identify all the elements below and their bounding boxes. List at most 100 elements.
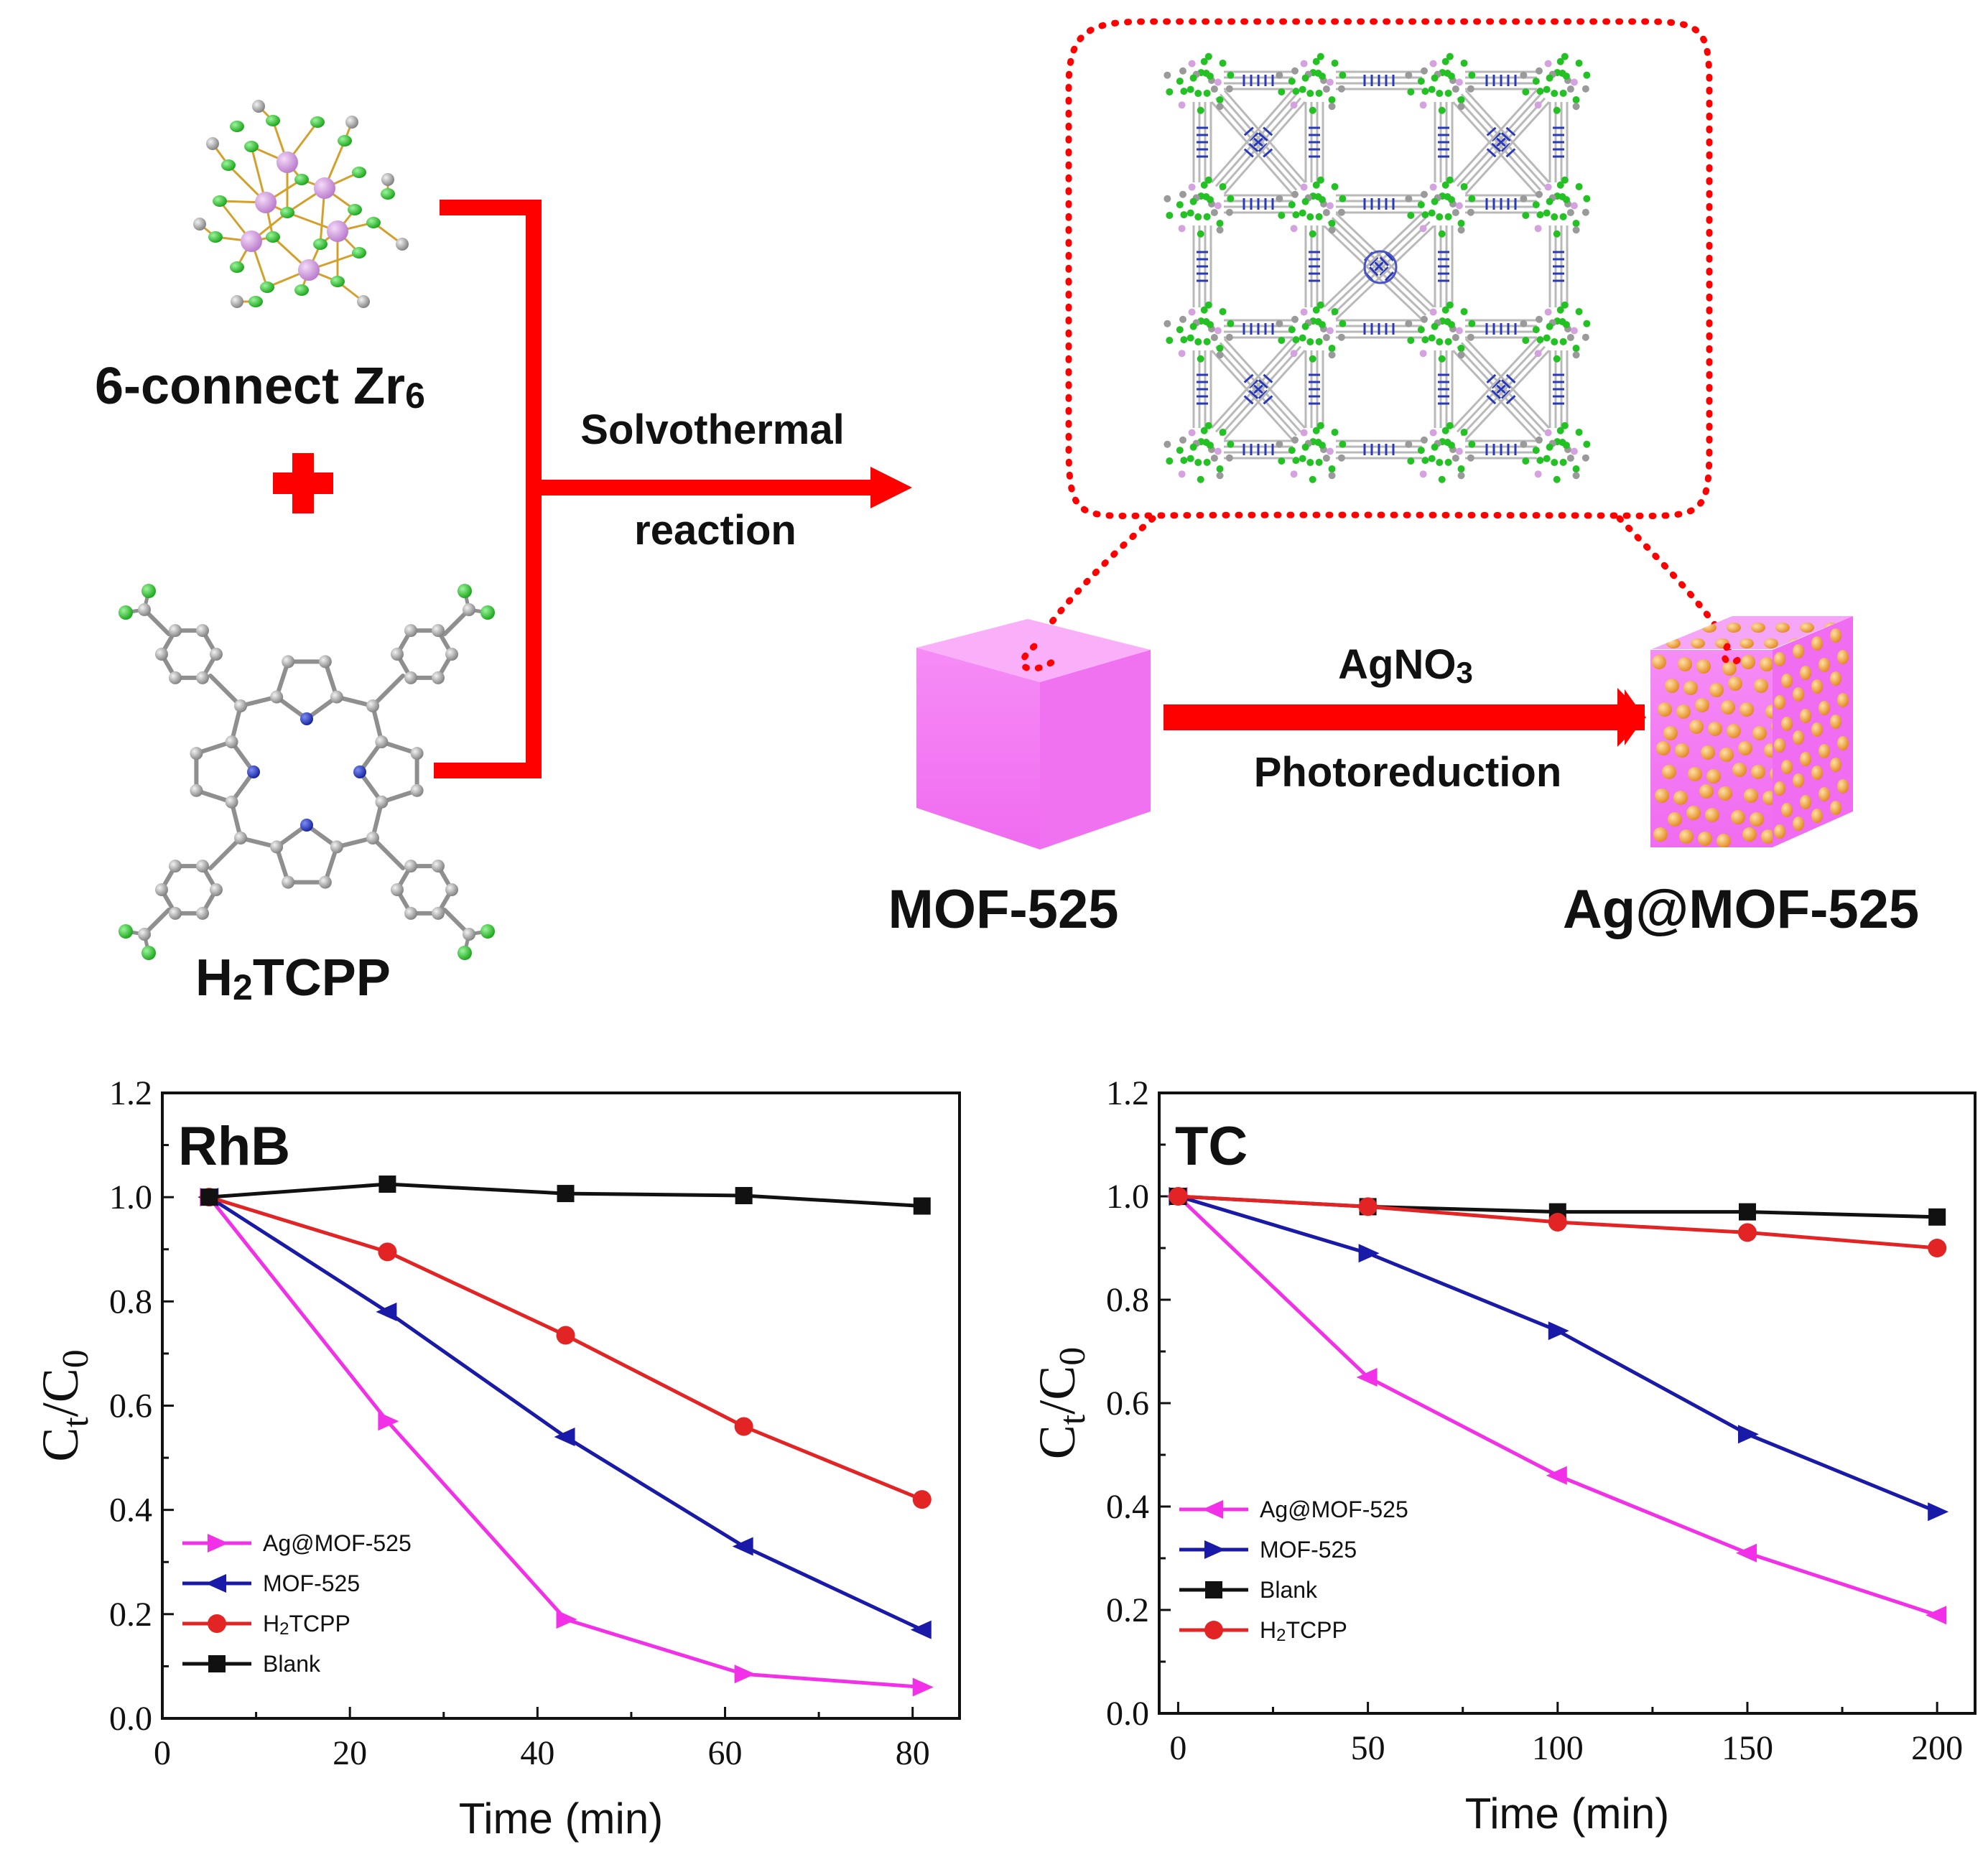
carbon-atom (410, 783, 424, 797)
node-atom (1328, 465, 1336, 473)
node-atom (1219, 182, 1227, 190)
node-atom (1534, 470, 1542, 478)
node-atom (1566, 209, 1574, 217)
node-atom (1457, 96, 1465, 104)
node-atom (1405, 440, 1413, 448)
ag-nanoparticle (1676, 704, 1691, 719)
node-atom (1467, 454, 1474, 462)
node-atom (1417, 201, 1425, 209)
linker-bond (1335, 225, 1435, 320)
node-atom (1178, 225, 1186, 233)
node-atom (1532, 326, 1540, 334)
linker-bond (1223, 90, 1306, 184)
linker-nitrogen (1491, 142, 1502, 152)
node-atom (1339, 71, 1347, 79)
series-mof-525 (1169, 1187, 1949, 1522)
carbon-atom (193, 218, 206, 231)
node-atom (1581, 454, 1589, 462)
x-axis-label: Time (min) (1465, 1789, 1669, 1838)
nitrogen-atom (353, 765, 366, 778)
data-point (378, 1412, 399, 1431)
plus-icon (273, 453, 333, 513)
oxygen-atom (294, 284, 309, 296)
ag-nanoparticle (1764, 743, 1773, 758)
oxygen-atom (221, 159, 236, 171)
ag-nanoparticle (1689, 720, 1704, 734)
ag-nanoparticle (1728, 676, 1742, 691)
series-h2tcpp (1169, 1187, 1947, 1257)
node-atom (1407, 211, 1415, 219)
oxygen-atom (141, 946, 156, 960)
node-atom (1163, 440, 1171, 448)
ag-nanoparticle (1656, 741, 1671, 755)
node-atom (1570, 78, 1578, 86)
carbon-atom (206, 137, 219, 150)
node-atom (1436, 90, 1444, 98)
node-atom (1214, 78, 1222, 86)
node-atom (1331, 307, 1339, 315)
legend-label: Ag@MOF-525 (1260, 1496, 1408, 1522)
node-atom (1194, 459, 1202, 467)
linker-nitrogen (1258, 132, 1268, 141)
ag-nanoparticle (1686, 806, 1701, 820)
node-atom (1543, 85, 1551, 93)
node-atom (1203, 89, 1211, 97)
node-atom (1405, 71, 1413, 79)
linker (1192, 102, 1212, 182)
linker-nitrogen (1379, 256, 1389, 266)
node-atom (1288, 78, 1296, 85)
node-atom (1204, 176, 1212, 184)
legend-entry: Blank (1179, 1577, 1318, 1603)
zr6-node (1276, 422, 1347, 483)
node-atom (1561, 301, 1569, 309)
node-atom (1301, 74, 1309, 82)
node-atom (1457, 345, 1465, 353)
zr6-node (1163, 301, 1235, 363)
node-atom (1219, 59, 1227, 67)
node-atom (1203, 338, 1211, 345)
carbon-atom (463, 928, 475, 941)
node-atom (1166, 336, 1174, 344)
linker-nitrogen (1258, 389, 1268, 399)
ag-nanoparticle (1738, 741, 1752, 755)
ag-nanoparticle (1811, 722, 1823, 737)
carbon-atom (155, 648, 168, 661)
legend-entry: Ag@MOF-525 (182, 1530, 412, 1556)
node-atom (1520, 320, 1528, 327)
h2tcpp-molecule-illustration (119, 584, 495, 960)
ag-nanoparticle (1837, 650, 1849, 664)
node-atom (1553, 355, 1561, 363)
node-atom (1441, 181, 1449, 189)
series-line (208, 1195, 923, 1502)
zr-cluster-label: 6-connect Zr6 (95, 358, 425, 416)
ag-nanoparticle (1705, 808, 1719, 822)
legend: Ag@MOF-525 MOF-525 Blank H2TCPP (1179, 1496, 1408, 1645)
linker-nitrogen (1505, 148, 1516, 158)
ag-nanoparticle (1727, 724, 1741, 738)
oxygen-atom (338, 135, 352, 146)
data-point (1356, 1368, 1378, 1387)
nitrogen-atom (300, 819, 313, 832)
linker (1323, 213, 1435, 320)
mof-525-label: MOF-525 (888, 879, 1119, 940)
node-atom (1566, 455, 1574, 462)
legend-entry: MOF-525 (1179, 1537, 1357, 1563)
linker-nitrogen (1486, 148, 1497, 158)
node-atom (1276, 320, 1283, 327)
oxygen-atom (208, 231, 223, 243)
carbon-atom (366, 699, 379, 712)
node-atom (1428, 455, 1436, 462)
node-atom (1421, 88, 1429, 96)
oxygen-atom (313, 238, 328, 250)
carbon-atom (404, 671, 417, 684)
node-atom (1227, 320, 1235, 327)
linker-nitrogen (1486, 126, 1497, 136)
carbon-atom (225, 735, 238, 749)
node-atom (1309, 475, 1316, 483)
ag-nanoparticle (1800, 795, 1811, 809)
data-point (1738, 1203, 1756, 1221)
ag-nanoparticle (1765, 704, 1773, 719)
y-axis-label: Ct/C0 (32, 1349, 96, 1462)
linker-nitrogen (1491, 132, 1502, 142)
node-atom (1216, 220, 1224, 228)
